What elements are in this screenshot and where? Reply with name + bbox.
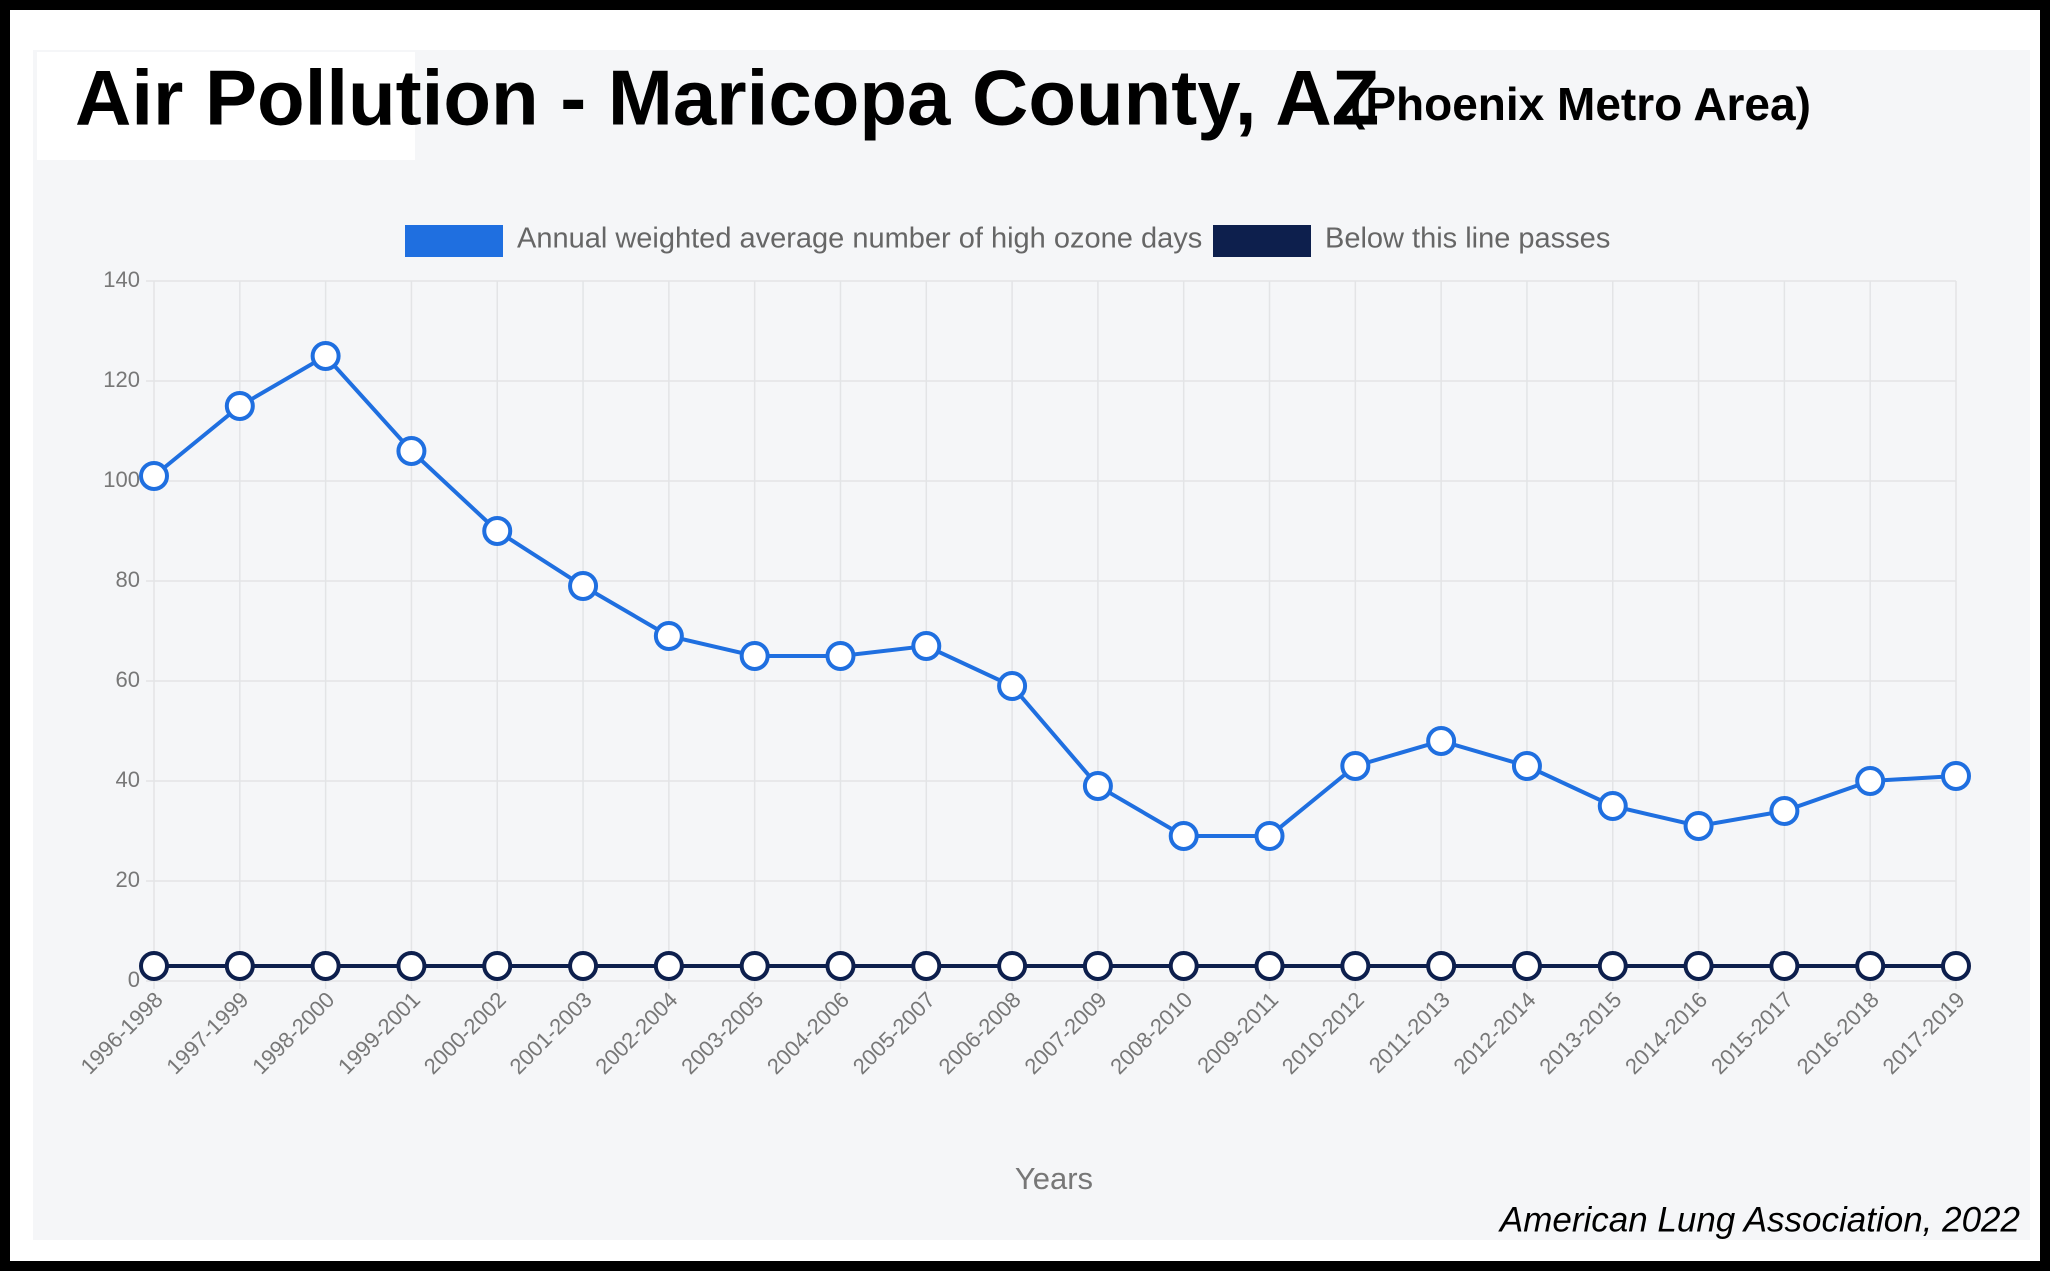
- data-point: [1941, 761, 1971, 791]
- data-point: [997, 951, 1028, 981]
- data-point: [1683, 951, 1714, 981]
- data-point: [1082, 771, 1113, 801]
- data-point: [1769, 951, 1800, 981]
- data-point: [997, 671, 1028, 701]
- data-point: [1340, 951, 1371, 981]
- data-point: [825, 641, 856, 671]
- data-point: [653, 951, 684, 981]
- y-tick-label: 100: [103, 467, 140, 492]
- data-point: [224, 391, 255, 421]
- data-point: [1855, 766, 1886, 796]
- data-point: [1426, 726, 1457, 756]
- data-point: [396, 436, 427, 466]
- title-background: [37, 52, 415, 160]
- legend-swatch: [1213, 225, 1311, 257]
- y-tick-label: 40: [116, 767, 140, 792]
- data-point: [825, 951, 856, 981]
- legend-label: Annual weighted average number of high o…: [517, 223, 1202, 255]
- data-point: [396, 951, 427, 981]
- data-point: [1683, 811, 1714, 841]
- y-tick-label: 140: [103, 267, 140, 292]
- data-point: [1941, 951, 1971, 981]
- data-point: [139, 951, 169, 981]
- data-point: [1254, 821, 1285, 851]
- y-tick-label: 0: [128, 967, 140, 992]
- data-point: [653, 621, 684, 651]
- data-point: [482, 516, 513, 546]
- data-point: [1426, 951, 1457, 981]
- legend-swatch: [405, 225, 503, 257]
- y-tick-label: 20: [116, 867, 140, 892]
- y-tick-label: 120: [103, 367, 140, 392]
- data-point: [739, 641, 770, 671]
- data-point: [568, 571, 599, 601]
- x-axis-label: Years: [1015, 1161, 1093, 1196]
- data-point: [1340, 751, 1371, 781]
- y-tick-label: 80: [116, 567, 140, 592]
- data-point: [568, 951, 599, 981]
- data-point: [1511, 751, 1542, 781]
- data-point: [1769, 796, 1800, 826]
- data-point: [224, 951, 255, 981]
- data-point: [911, 631, 942, 661]
- data-point: [1855, 951, 1886, 981]
- data-point: [310, 341, 341, 371]
- data-point: [739, 951, 770, 981]
- source: American Lung Association, 2022: [1498, 1200, 2020, 1239]
- data-point: [310, 951, 341, 981]
- data-point: [1082, 951, 1113, 981]
- data-point: [1597, 791, 1628, 821]
- data-point: [1168, 951, 1199, 981]
- data-point: [1168, 821, 1199, 851]
- data-point: [1597, 951, 1628, 981]
- data-point: [1254, 951, 1285, 981]
- series-line: [152, 353, 1957, 838]
- y-tick-label: 60: [116, 667, 140, 692]
- chart-title: Air Pollution - Maricopa County, AZ: [75, 54, 1379, 142]
- data-point: [482, 951, 513, 981]
- chart-subtitle: (Phoenix Metro Area): [1350, 78, 1811, 130]
- data-point: [1511, 951, 1542, 981]
- legend-label: Below this line passes: [1325, 223, 1610, 255]
- chart-background: [33, 50, 2030, 1240]
- data-point: [911, 951, 942, 981]
- data-point: [139, 461, 169, 491]
